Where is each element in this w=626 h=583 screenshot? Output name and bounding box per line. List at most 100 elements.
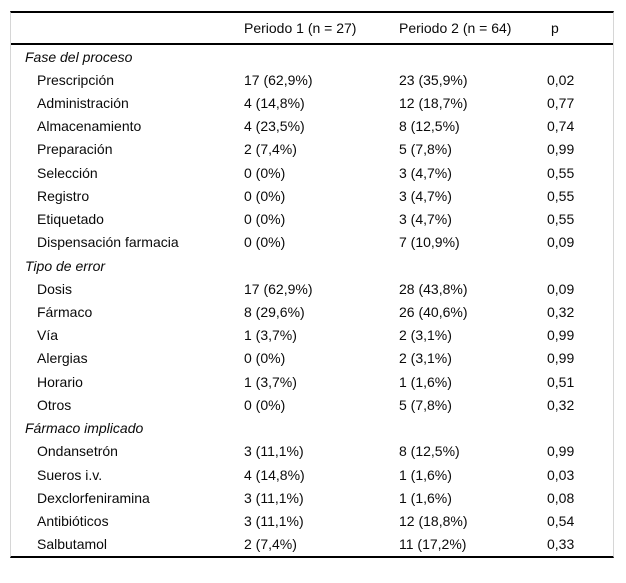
row-label: Registro [37,187,90,204]
periodo1-value: 17 (62,9%) [244,71,313,88]
p-value: 0,74 [547,118,575,135]
row-label: Etiquetado [37,211,104,228]
periodo1-value: 0 (0%) [244,350,286,367]
p-value: 0,09 [547,280,575,297]
periodo2-value: 2 (3,1%) [399,327,452,344]
p-value: 0,09 [547,234,575,251]
table-row: Almacenamiento 4 (23,5%) 8 (12,5%) 0,74 [11,115,613,138]
periodo1-value: 0 (0%) [244,187,286,204]
p-value: 0,55 [547,187,575,204]
row-label: Alergias [37,350,88,367]
table-row: Selección 0 (0%) 3 (4,7%) 0,55 [11,161,613,184]
periodo1-value: 4 (14,8%) [244,466,305,483]
row-label: Dispensación farmacia [37,234,179,251]
row-label: Sueros i.v. [37,466,103,483]
periodo1-value: 8 (29,6%) [244,304,305,321]
periodo2-value: 28 (43,8%) [399,280,468,297]
periodo1-value: 0 (0%) [244,164,286,181]
table-row: Preparación 2 (7,4%) 5 (7,8%) 0,99 [11,138,613,161]
table-row: Salbutamol 2 (7,4%) 11 (17,2%) 0,33 [11,533,613,556]
p-value: 0,55 [547,211,575,228]
table-row: Alergias 0 (0%) 2 (3,1%) 0,99 [11,347,613,370]
row-label: Administración [37,95,129,112]
p-value: 0,77 [547,95,575,112]
table-row: Administración 4 (14,8%) 12 (18,7%) 0,77 [11,91,613,114]
p-value: 0,99 [547,141,575,158]
section-title: Tipo de error [25,257,106,274]
header-p: p [551,20,559,36]
table-header-row: Periodo 1 (n = 27) Periodo 2 (n = 64) p [11,13,613,45]
periodo1-value: 3 (11,1%) [244,512,304,529]
header-periodo1: Periodo 1 (n = 27) [244,20,357,36]
periodo2-value: 7 (10,9%) [399,234,460,251]
row-label: Fármaco [37,304,93,321]
periodo2-value: 12 (18,7%) [399,95,468,112]
periodo2-value: 8 (12,5%) [399,118,460,135]
periodo1-value: 1 (3,7%) [244,373,297,390]
periodo2-value: 1 (1,6%) [399,373,452,390]
table-row: Dexclorfeniramina 3 (11,1%) 1 (1,6%) 0,0… [11,486,613,509]
periodo1-value: 2 (7,4%) [244,141,297,158]
row-label: Vía [37,327,59,344]
table-row: Otros 0 (0%) 5 (7,8%) 0,32 [11,393,613,416]
periodo1-value: 17 (62,9%) [244,280,313,297]
results-table: Periodo 1 (n = 27) Periodo 2 (n = 64) p … [10,11,614,558]
periodo1-value: 3 (11,1%) [244,443,304,460]
periodo2-value: 2 (3,1%) [399,350,452,367]
p-value: 0,99 [547,327,575,344]
periodo1-value: 4 (14,8%) [244,95,305,112]
periodo2-value: 11 (17,2%) [399,536,467,553]
periodo2-value: 23 (35,9%) [399,71,468,88]
p-value: 0,33 [547,536,575,553]
table-row: Sueros i.v. 4 (14,8%) 1 (1,6%) 0,03 [11,463,613,486]
p-value: 0,99 [547,350,575,367]
table-row: Antibióticos 3 (11,1%) 12 (18,8%) 0,54 [11,509,613,532]
row-label: Dexclorfeniramina [37,489,150,506]
section-header: Fármaco implicado [11,417,613,440]
periodo2-value: 3 (4,7%) [399,187,452,204]
periodo1-value: 0 (0%) [244,211,286,228]
periodo2-value: 26 (40,6%) [399,304,468,321]
row-label: Ondansetrón [37,443,118,460]
periodo2-value: 12 (18,8%) [399,512,468,529]
periodo2-value: 5 (7,8%) [399,396,452,413]
row-label: Preparación [37,141,113,158]
p-value: 0,32 [547,304,575,321]
periodo1-value: 0 (0%) [244,234,286,251]
p-value: 0,03 [547,466,575,483]
p-value: 0,32 [547,396,575,413]
table-row: Dosis 17 (62,9%) 28 (43,8%) 0,09 [11,277,613,300]
table-row: Vía 1 (3,7%) 2 (3,1%) 0,99 [11,324,613,347]
row-label: Antibióticos [37,512,109,529]
p-value: 0,55 [547,164,575,181]
row-label: Dosis [37,280,73,297]
row-label: Otros [37,396,72,413]
row-label: Horario [37,373,83,390]
table-row: Etiquetado 0 (0%) 3 (4,7%) 0,55 [11,208,613,231]
periodo1-value: 3 (11,1%) [244,489,304,506]
table-row: Horario 1 (3,7%) 1 (1,6%) 0,51 [11,370,613,393]
section-title: Fase del proceso [25,48,133,65]
periodo2-value: 1 (1,6%) [399,466,452,483]
section-header: Tipo de error [11,254,613,277]
table-row: Dispensación farmacia 0 (0%) 7 (10,9%) 0… [11,231,613,254]
p-value: 0,51 [547,373,575,390]
table-row: Prescripción 17 (62,9%) 23 (35,9%) 0,02 [11,68,613,91]
p-value: 0,02 [547,71,575,88]
section-title: Fármaco implicado [25,420,144,437]
header-periodo2: Periodo 2 (n = 64) [399,20,512,36]
p-value: 0,54 [547,512,575,529]
periodo2-value: 5 (7,8%) [399,141,452,158]
row-label: Selección [37,164,98,181]
section-header: Fase del proceso [11,45,613,68]
p-value: 0,99 [547,443,575,460]
periodo2-value: 3 (4,7%) [399,164,452,181]
row-label: Prescripción [37,71,115,88]
periodo1-value: 4 (23,5%) [244,118,305,135]
row-label: Almacenamiento [37,118,142,135]
periodo1-value: 2 (7,4%) [244,536,297,553]
p-value: 0,08 [547,489,575,506]
periodo1-value: 1 (3,7%) [244,327,297,344]
periodo2-value: 8 (12,5%) [399,443,460,460]
periodo2-value: 3 (4,7%) [399,211,452,228]
